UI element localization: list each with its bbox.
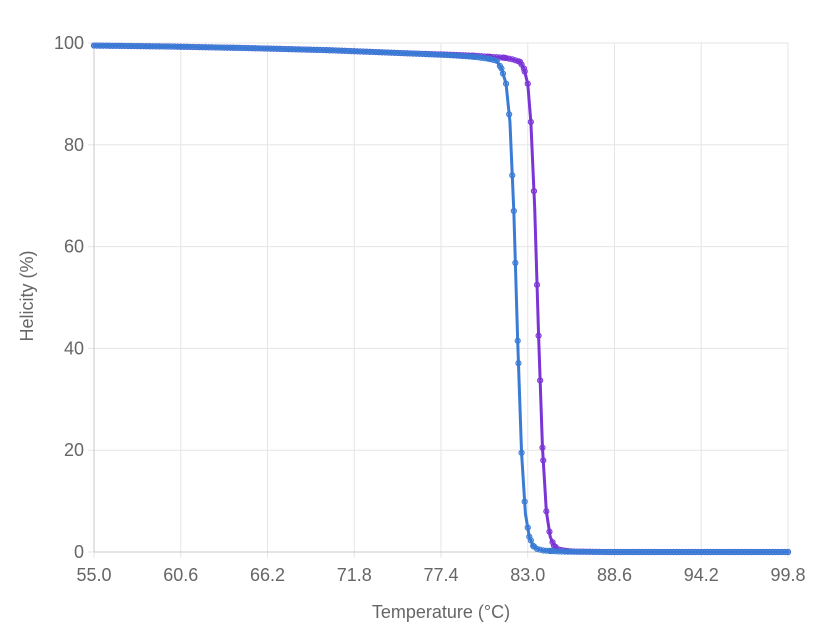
x-tick-label: 99.8 — [770, 565, 805, 585]
data-point[interactable] — [535, 332, 542, 339]
y-tick-label: 0 — [74, 542, 84, 562]
data-point[interactable] — [527, 118, 534, 126]
y-tick-label: 40 — [64, 338, 84, 358]
data-point[interactable] — [509, 172, 516, 179]
x-tick-label: 94.2 — [684, 565, 719, 585]
data-point[interactable] — [527, 537, 534, 544]
data-point[interactable] — [498, 65, 505, 72]
series-lines — [90, 42, 792, 556]
data-point[interactable] — [539, 444, 546, 451]
y-axis-title: Helicity (%) — [17, 250, 37, 341]
data-point[interactable] — [518, 449, 525, 456]
data-point[interactable] — [524, 80, 531, 87]
grid-lines — [88, 42, 789, 558]
data-point[interactable] — [540, 457, 547, 464]
y-tick-label: 100 — [54, 33, 84, 53]
x-tick-label: 66.2 — [250, 565, 285, 585]
x-tick-label: 83.0 — [510, 565, 545, 585]
data-point[interactable] — [506, 111, 513, 118]
x-tick-label: 71.8 — [337, 565, 372, 585]
x-axis-title: Temperature (°C) — [372, 602, 510, 622]
data-point[interactable] — [784, 548, 792, 556]
y-tick-label: 60 — [64, 237, 84, 257]
data-point[interactable] — [521, 68, 528, 75]
y-tick-label: 20 — [64, 440, 84, 460]
data-point[interactable] — [543, 508, 550, 515]
x-tick-label: 77.4 — [423, 565, 458, 585]
data-point[interactable] — [521, 498, 528, 505]
x-tick-label: 60.6 — [163, 565, 198, 585]
data-point[interactable] — [512, 259, 519, 266]
data-point[interactable] — [493, 57, 500, 64]
data-point[interactable] — [515, 360, 522, 367]
data-point[interactable] — [533, 281, 541, 288]
series-line — [92, 44, 790, 554]
data-point[interactable] — [510, 207, 517, 215]
data-point[interactable] — [530, 188, 538, 195]
series-0 — [90, 42, 792, 556]
data-point[interactable] — [524, 524, 531, 531]
data-point[interactable] — [502, 80, 510, 87]
data-point[interactable] — [514, 337, 521, 344]
tick-labels: 55.0 60.6 66.2 71.8 77.4 83.0 88.6 94.2 99.8 0 20 4… — [54, 33, 806, 585]
data-point[interactable] — [546, 528, 553, 535]
y-tick-label: 80 — [64, 135, 84, 155]
x-tick-label: 88.6 — [597, 565, 632, 585]
data-point[interactable] — [537, 377, 544, 384]
x-tick-label: 55.0 — [76, 565, 111, 585]
data-point[interactable] — [499, 70, 507, 77]
